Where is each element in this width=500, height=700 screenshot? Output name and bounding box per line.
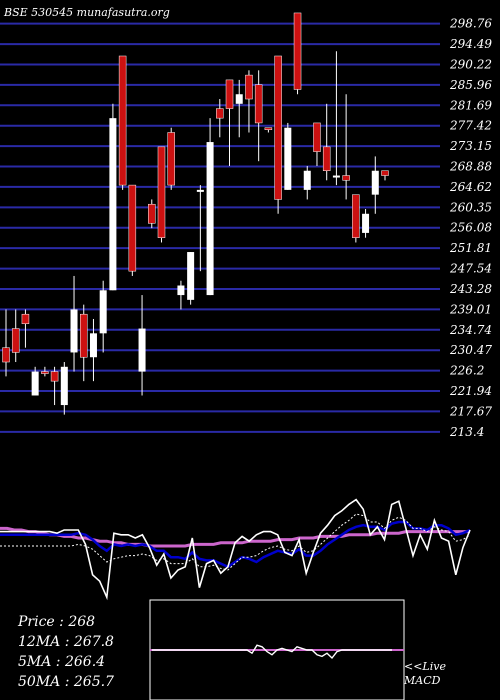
candle-down: [2, 347, 10, 363]
candle-up: [284, 127, 292, 190]
candle-down: [79, 313, 88, 358]
y-tick-label: 290.22: [449, 58, 492, 72]
y-tick-label: 213.4: [449, 425, 484, 439]
candle-down: [254, 84, 263, 124]
candle-down: [245, 74, 253, 100]
candle-down: [225, 79, 234, 109]
y-tick-label: 285.96: [449, 78, 492, 92]
y-tick-label: 217.67: [449, 404, 492, 418]
y-tick-label: 251.81: [449, 241, 492, 255]
candle-up: [303, 170, 311, 190]
candle-down: [148, 203, 156, 224]
y-tick-label: 243.28: [449, 282, 492, 296]
candle-down: [216, 108, 224, 119]
candle-up: [177, 285, 185, 296]
y-tick-label: 230.47: [449, 343, 492, 357]
candle-up: [99, 290, 107, 334]
candle-down: [352, 194, 360, 238]
candle-down: [41, 371, 49, 374]
candle-down: [274, 55, 282, 200]
candle-up: [332, 175, 340, 178]
y-tick-label: 239.01: [449, 302, 492, 316]
macd-label-live: <<Live: [404, 660, 446, 673]
candle-up: [371, 170, 379, 195]
candle-up: [109, 118, 117, 291]
macd-label-macd: MACD: [404, 674, 441, 687]
candle-down: [167, 132, 175, 186]
y-tick-label: 234.74: [449, 323, 492, 337]
macd-panel: [150, 644, 404, 660]
macd-line: [152, 644, 392, 660]
candle-down: [118, 55, 127, 186]
candle-up: [31, 371, 39, 396]
y-tick-label: 273.15: [449, 139, 492, 153]
y-tick-label: 226.2: [449, 364, 484, 378]
y-tick-label: 221.94: [449, 384, 492, 398]
y-tick-label: 268.88: [449, 160, 492, 174]
candlesticks: [2, 12, 389, 415]
y-tick-label: 256.08: [449, 221, 492, 235]
candle-down: [21, 313, 30, 325]
y-tick-label: 298.76: [449, 17, 492, 31]
candle-up: [138, 328, 146, 372]
y-tick-label: 247.54: [449, 262, 492, 276]
candle-down: [11, 328, 20, 353]
candle-up: [70, 309, 78, 353]
candle-down: [313, 122, 321, 152]
candle-down: [293, 12, 302, 90]
candle-up: [89, 333, 97, 358]
candle-down: [322, 146, 331, 172]
candle-down: [157, 146, 166, 238]
candle-up: [187, 252, 195, 300]
y-tick-label: 294.49: [449, 37, 492, 51]
candle-down: [342, 175, 350, 181]
price-stat: Price : 268: [18, 614, 96, 630]
indicator-white-line: [0, 498, 471, 601]
y-tick-label: 277.42: [449, 119, 492, 133]
candle-up: [196, 189, 204, 192]
candle-up: [235, 94, 243, 104]
candle-up: [60, 366, 68, 406]
candle-up: [362, 213, 370, 233]
candle-down: [128, 184, 137, 272]
y-tick-label: 260.35: [449, 200, 492, 214]
y-tick-label: 264.62: [449, 180, 492, 194]
candle-up: [206, 142, 214, 296]
ma50-stat: 50MA : 265.7: [18, 674, 114, 690]
y-tick-label: 281.69: [449, 98, 492, 112]
candle-down: [50, 371, 59, 382]
chart-title: BSE 530545 munafasutra.org: [3, 6, 170, 19]
indicator-panel: [0, 498, 471, 601]
candle-down: [381, 170, 389, 176]
ma12-stat: 12MA : 267.8: [18, 634, 114, 650]
ma5-stat: 5MA : 266.4: [18, 654, 106, 670]
y-axis-ticks: 298.76 294.49 290.22 285.96 281.69 277.42 273.…: [449, 17, 492, 439]
candle-down: [264, 127, 273, 130]
indicator-blue-line: [0, 520, 471, 569]
